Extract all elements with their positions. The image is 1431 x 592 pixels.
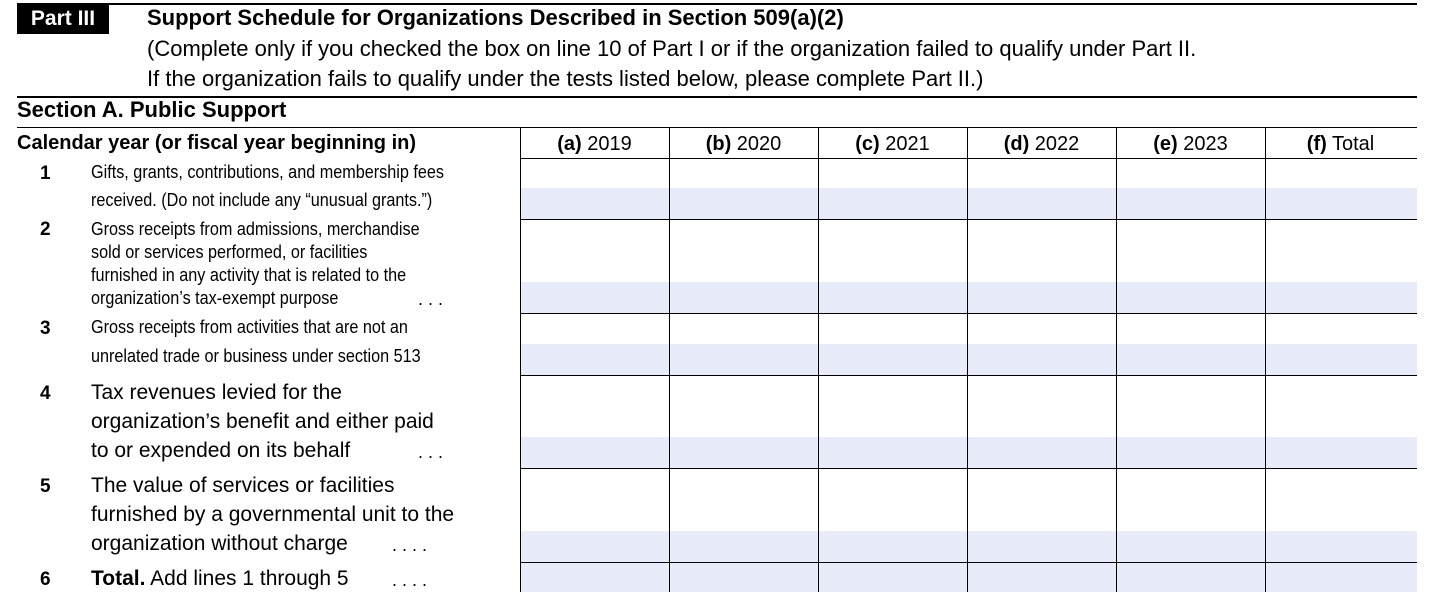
row-rule-4 <box>520 468 1417 469</box>
line5-text-a: The value of services or facilities <box>91 474 395 497</box>
line1-entry-band <box>520 188 1417 219</box>
line3-text-a: Gross receipts from activities that are … <box>91 317 408 337</box>
line4-text-c: to or expended on its behalf <box>91 439 351 462</box>
line2-text-c: furnished in any activity that is relate… <box>91 265 407 285</box>
line3-entry-band <box>520 344 1417 375</box>
top-rule <box>17 3 1417 5</box>
row-rule-3 <box>520 375 1417 376</box>
col-rule-0 <box>520 128 521 592</box>
line3-text-b: unrelated trade or business under sectio… <box>91 346 421 366</box>
line-number: 6 <box>40 569 51 590</box>
line-number: 5 <box>40 476 51 497</box>
line1-text-b: received. (Do not include any “unusual g… <box>91 190 433 210</box>
line4-text-b: organization’s benefit and either paid <box>91 410 434 433</box>
row-rule-1 <box>520 219 1417 220</box>
form-title: Support Schedule for Organizations Descr… <box>147 5 844 30</box>
line2-text-b: sold or services performed, or facilitie… <box>91 242 368 262</box>
line5-text-c: organization without charge <box>91 532 348 555</box>
col-rule-3 <box>967 128 968 592</box>
line4-text-a: Tax revenues levied for the <box>91 381 342 404</box>
col-rule-2 <box>818 128 819 592</box>
column-header-a: (a) 2019 <box>557 133 632 155</box>
line-number: 2 <box>40 219 51 240</box>
column-header-e: (e) 2023 <box>1153 133 1228 155</box>
column-header-d: (d) 2022 <box>1003 133 1080 155</box>
line-number: 3 <box>40 318 51 339</box>
column-header-f: (f) Total <box>1306 133 1375 155</box>
row-rule-2 <box>520 313 1417 314</box>
column-header-c: (c) 2021 <box>855 133 930 155</box>
line2-text-a: Gross receipts from admissions, merchand… <box>91 219 420 239</box>
part-badge: Part III <box>17 3 109 34</box>
leader-dots: . . . <box>418 289 444 309</box>
col-rule-5 <box>1265 128 1266 592</box>
column-header-b: (b) 2020 <box>705 133 782 155</box>
line-number: 1 <box>40 163 51 184</box>
row-rule-5 <box>520 562 1417 563</box>
col-rule-1 <box>669 128 670 592</box>
line5-text-b: furnished by a governmental unit to the <box>91 503 455 526</box>
line5-entry-band <box>520 531 1417 562</box>
leader-dots: . . . . <box>392 535 428 555</box>
section-rule-bottom <box>17 127 1417 128</box>
line4-entry-band <box>520 437 1417 468</box>
line1-text-a: Gifts, grants, contributions, and member… <box>91 162 444 182</box>
section-title: Section A. Public Support <box>17 97 287 122</box>
header-row-rule <box>520 158 1417 159</box>
section-rule-top <box>17 96 1417 98</box>
line2-entry-band <box>520 282 1417 313</box>
leader-dots: . . . <box>418 442 444 462</box>
line2-text-d: organization’s tax-exempt purpose <box>91 288 339 308</box>
form-subtitle-line2: If the organization fails to qualify und… <box>147 66 984 91</box>
calendar-year-label: Calendar year (or fiscal year beginning … <box>17 132 417 154</box>
line6-text: Total. Add lines 1 through 5 <box>91 567 349 590</box>
line6-entry-band <box>520 563 1417 592</box>
form-subtitle-line1: (Complete only if you checked the box on… <box>147 36 1197 61</box>
col-rule-4 <box>1116 128 1117 592</box>
leader-dots: . . . . <box>392 570 428 590</box>
line-number: 4 <box>40 383 51 404</box>
